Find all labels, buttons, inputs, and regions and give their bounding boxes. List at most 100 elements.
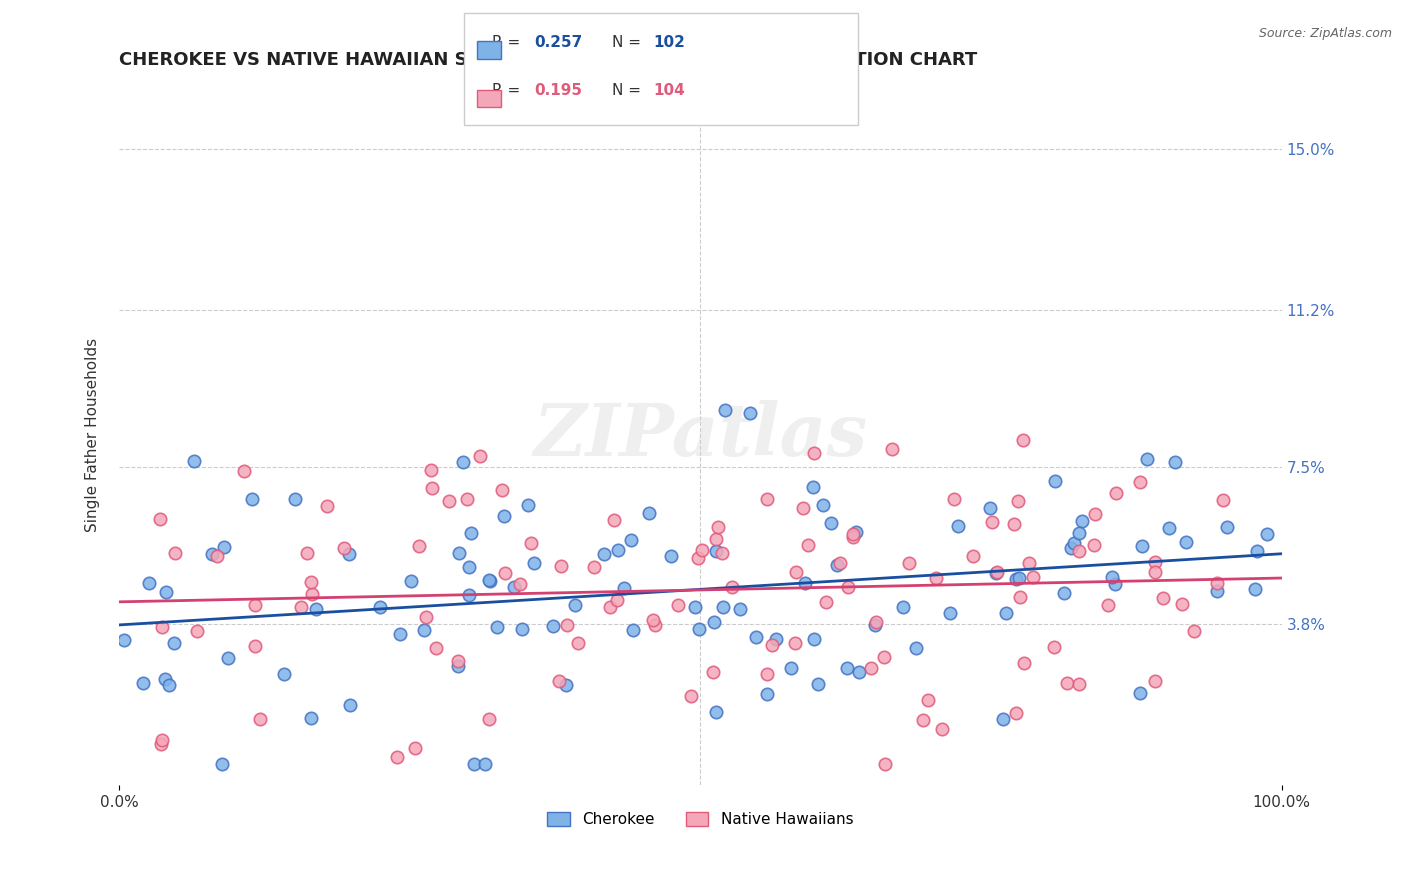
Cherokee [474,756,496,771]
Native Hawaiians [249,712,271,726]
Native Hawaiians [447,654,470,668]
Cherokee [863,618,886,632]
Cherokee [891,599,914,614]
Cherokee [138,576,160,591]
Cherokee [516,499,538,513]
Native Hawaiians [1067,677,1090,691]
Cherokee [848,665,870,679]
Native Hawaiians [509,576,531,591]
Cherokee [986,566,1008,581]
Cherokee [523,557,546,571]
Native Hawaiians [1152,591,1174,605]
Cherokee [304,601,326,615]
Native Hawaiians [550,559,572,574]
Native Hawaiians [295,546,318,560]
Cherokee [979,501,1001,516]
Cherokee [183,453,205,467]
Cherokee [825,558,848,572]
Native Hawaiians [803,446,825,460]
Native Hawaiians [681,689,703,703]
Native Hawaiians [1143,565,1166,579]
Native Hawaiians [149,512,172,526]
Native Hawaiians [962,549,984,563]
Native Hawaiians [301,587,323,601]
Native Hawaiians [897,557,920,571]
Native Hawaiians [1022,570,1045,584]
Text: ZIPatlas: ZIPatlas [533,400,868,471]
Native Hawaiians [1083,538,1105,552]
Native Hawaiians [299,574,322,589]
Cherokee [153,672,176,686]
Cherokee [620,533,643,548]
Native Hawaiians [842,530,865,544]
Native Hawaiians [419,463,441,477]
Cherokee [688,622,710,636]
Native Hawaiians [873,650,896,665]
Cherokee [564,598,586,612]
Native Hawaiians [702,665,724,679]
Native Hawaiians [404,740,426,755]
Cherokee [157,677,180,691]
Native Hawaiians [796,539,818,553]
Cherokee [621,623,644,637]
Native Hawaiians [420,481,443,495]
Cherokee [738,406,761,420]
Native Hawaiians [943,491,966,506]
Native Hawaiians [333,541,356,556]
Cherokee [370,599,392,614]
Cherokee [995,606,1018,620]
Native Hawaiians [555,618,578,632]
Cherokee [132,676,155,690]
Cherokee [162,636,184,650]
Cherokee [1246,543,1268,558]
Native Hawaiians [707,519,730,533]
Cherokee [449,547,471,561]
Native Hawaiians [1018,556,1040,570]
Text: N =: N = [612,36,645,50]
Native Hawaiians [1182,624,1205,639]
Cherokee [339,698,361,713]
Native Hawaiians [880,442,903,456]
Cherokee [457,560,479,574]
Cherokee [730,601,752,615]
Native Hawaiians [1004,706,1026,721]
Native Hawaiians [1105,486,1128,500]
Cherokee [273,666,295,681]
Native Hawaiians [408,539,430,553]
Cherokee [835,661,858,675]
Native Hawaiians [1084,507,1107,521]
Cherokee [240,491,263,506]
Cherokee [704,705,727,719]
Native Hawaiians [150,620,173,634]
Native Hawaiians [548,674,571,689]
Native Hawaiians [606,593,628,607]
Text: 0.257: 0.257 [534,36,582,50]
Text: 0.195: 0.195 [534,84,582,98]
Cherokee [904,641,927,656]
Cherokee [938,606,960,620]
Native Hawaiians [785,565,807,579]
Cherokee [711,600,734,615]
Text: R =: R = [492,36,526,50]
Cherokee [714,403,737,417]
Native Hawaiians [859,661,882,675]
Native Hawaiians [1067,544,1090,558]
Native Hawaiians [456,491,478,506]
Native Hawaiians [1206,576,1229,591]
Native Hawaiians [599,599,621,614]
Cherokee [412,623,434,637]
Native Hawaiians [1212,492,1234,507]
Cherokee [510,622,533,636]
Cherokee [1060,541,1083,555]
Native Hawaiians [912,713,935,727]
Native Hawaiians [243,640,266,654]
Cherokee [1063,536,1085,550]
Cherokee [1130,539,1153,553]
Native Hawaiians [925,571,948,585]
Native Hawaiians [1144,555,1167,569]
Native Hawaiians [875,756,897,771]
Cherokee [756,687,779,701]
Cherokee [457,589,479,603]
Native Hawaiians [666,598,689,612]
Cherokee [1071,514,1094,528]
